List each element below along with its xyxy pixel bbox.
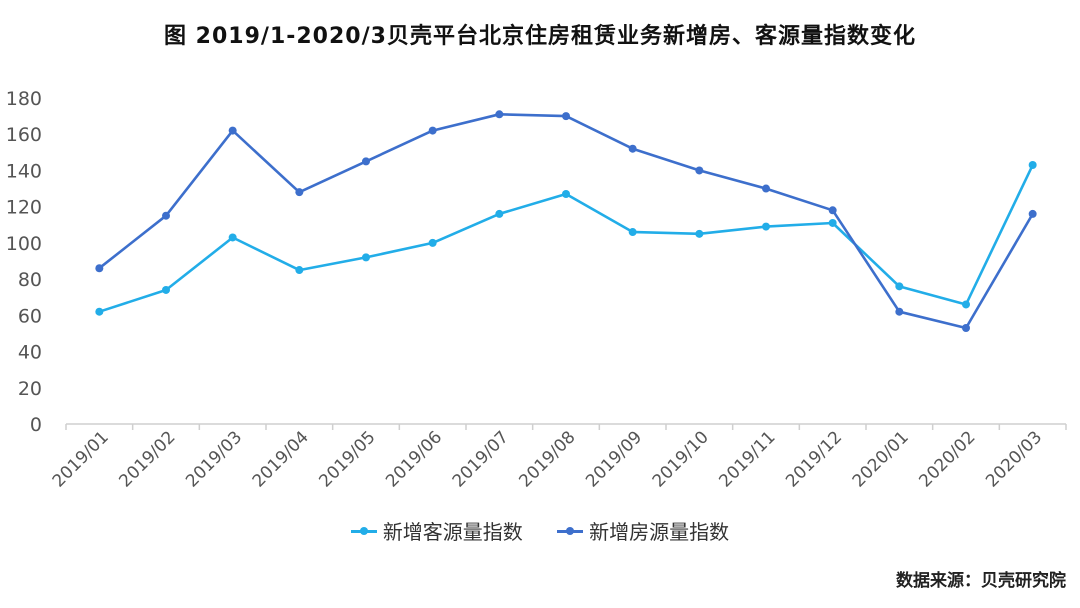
x-tick-label: 2019/10 [649, 427, 713, 491]
legend: 新增客源量指数 新增房源量指数 [0, 516, 1080, 545]
y-tick-label: 20 [18, 378, 42, 400]
data-point [895, 282, 904, 291]
x-tick-label: 2019/11 [715, 427, 779, 491]
x-tick-label: 2019/08 [515, 427, 579, 491]
y-axis: 0 20 40 60 80 100 120 140 160 180 [6, 88, 42, 436]
data-point [628, 144, 637, 153]
data-point [428, 238, 437, 247]
data-point [828, 218, 837, 227]
x-tick-label: 2020/01 [849, 427, 913, 491]
y-tick-label: 80 [18, 269, 42, 291]
y-tick-label: 0 [30, 414, 42, 436]
y-tick-label: 100 [6, 233, 42, 255]
legend-swatch-customer [350, 525, 377, 537]
legend-item-listing: 新增房源量指数 [557, 516, 729, 545]
x-tick-label: 2020/02 [915, 427, 979, 491]
data-point [762, 184, 770, 193]
legend-swatch-listing [557, 525, 584, 537]
data-point [95, 307, 104, 316]
data-point [695, 166, 704, 175]
y-tick-label: 140 [6, 160, 42, 182]
x-tick-label: 2019/02 [115, 427, 179, 491]
data-point [962, 300, 970, 309]
y-tick-label: 160 [6, 124, 42, 146]
data-point [495, 209, 504, 218]
data-point [1028, 161, 1037, 170]
data-point [628, 228, 637, 237]
data-point [295, 188, 304, 197]
source-note: 数据来源：贝壳研究院 [896, 571, 1066, 591]
data-point [428, 126, 437, 135]
y-tick-label: 40 [18, 342, 42, 364]
x-tick-label: 2019/05 [315, 427, 379, 491]
y-tick-label: 60 [18, 305, 42, 327]
data-point [495, 110, 504, 119]
data-point [562, 112, 570, 121]
x-tick-label: 2019/06 [382, 427, 446, 491]
x-tick-label: 2019/07 [449, 427, 513, 491]
x-tick-label: 2019/01 [49, 427, 113, 491]
x-tick-label: 2019/12 [782, 427, 846, 491]
data-point [762, 222, 770, 231]
series-line-1 [98, 113, 1034, 330]
x-tick-label: 2019/04 [249, 427, 313, 491]
data-point [162, 211, 170, 220]
x-tick-label: 2019/09 [582, 427, 646, 491]
legend-item-customer: 新增客源量指数 [350, 516, 523, 545]
x-axis: 2019/01 2019/02 2019/03 2019/04 2019/05 2019/… [49, 423, 1067, 491]
data-point [362, 157, 370, 166]
legend-label-listing: 新增房源量指数 [589, 520, 730, 544]
data-point [695, 229, 704, 238]
data-point [895, 307, 904, 316]
data-point [228, 126, 237, 135]
series-layer [95, 110, 1037, 333]
series-line-0 [98, 163, 1034, 314]
data-point [295, 266, 304, 275]
data-point [1028, 209, 1037, 218]
data-point [228, 233, 237, 242]
x-tick-label: 2020/03 [982, 427, 1046, 491]
chart-title: 图 2019/1-2020/3贝壳平台北京住房租赁业务新增房、客源量指数变化 [164, 24, 916, 49]
data-point [828, 206, 837, 215]
data-point [362, 253, 370, 262]
legend-label-customer: 新增客源量指数 [382, 520, 523, 544]
x-tick-label: 2019/03 [182, 427, 246, 491]
y-tick-label: 120 [6, 197, 42, 219]
data-point [562, 189, 570, 198]
data-point [95, 264, 104, 273]
y-tick-label: 180 [6, 88, 42, 110]
data-point [162, 285, 170, 294]
data-point [962, 324, 970, 333]
